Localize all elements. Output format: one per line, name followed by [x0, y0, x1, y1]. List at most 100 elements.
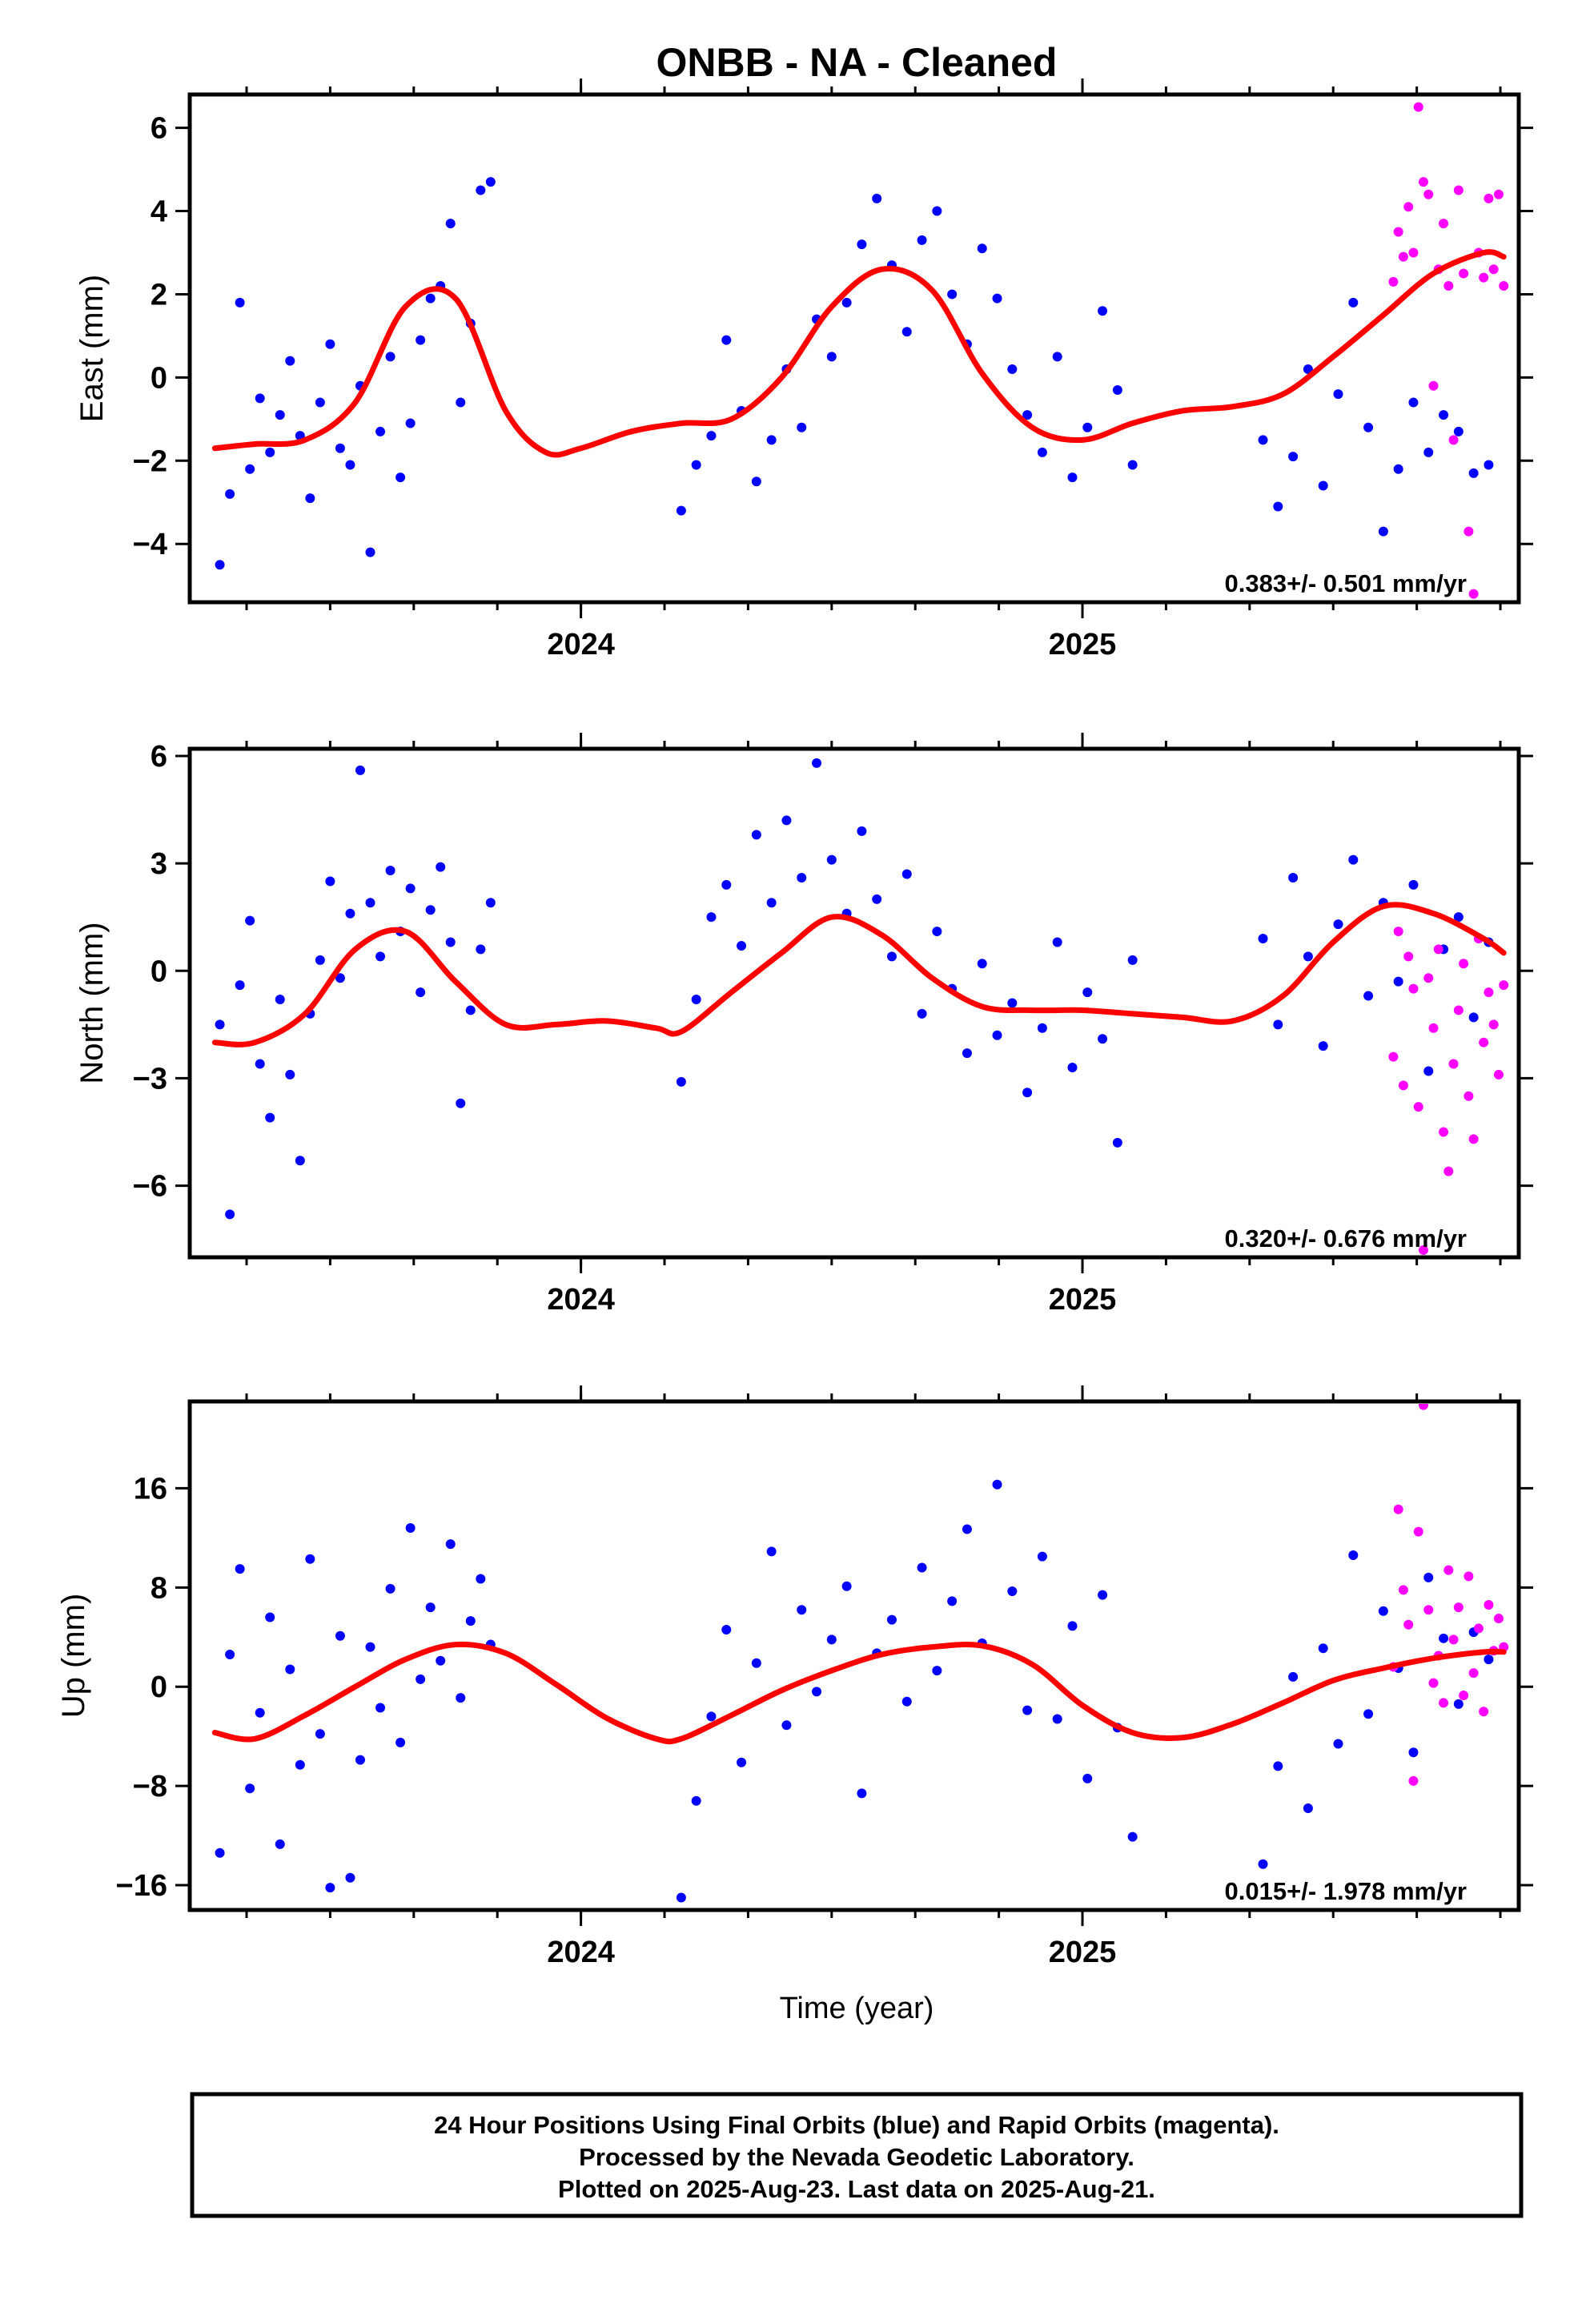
up-final-point: [797, 1605, 807, 1615]
north-final-point: [1082, 987, 1093, 998]
north-final-point: [1037, 1023, 1047, 1033]
east-rapid-point: [1403, 202, 1414, 212]
north-rapid-point: [1468, 1134, 1479, 1144]
up-rapid-point: [1484, 1600, 1494, 1610]
east-final-point: [721, 335, 732, 345]
north-final-point: [1067, 1062, 1078, 1072]
north-final-point: [405, 883, 416, 894]
up-final-point: [1273, 1761, 1283, 1771]
north-final-point: [977, 959, 987, 969]
north-xtick-label: 2025: [1049, 1283, 1117, 1317]
up-rapid-point: [1453, 1602, 1464, 1613]
up-final-point: [416, 1674, 426, 1684]
east-data: [211, 102, 1509, 599]
north-final-point: [962, 1048, 972, 1059]
up-final-point: [676, 1892, 686, 1903]
up-final-point: [1037, 1551, 1047, 1562]
north-final-point: [215, 1019, 225, 1030]
up-final-point: [1082, 1773, 1093, 1783]
north-final-point: [235, 980, 245, 991]
up-rapid-point: [1423, 1605, 1434, 1615]
east-final-point: [1022, 410, 1033, 420]
up-final-point: [335, 1630, 345, 1641]
east-ytick-label: 2: [151, 278, 167, 312]
east-final-point: [1127, 460, 1138, 470]
east-final-point: [917, 235, 927, 245]
east-rapid-point: [1408, 247, 1419, 258]
up-rapid-point: [1473, 1623, 1484, 1634]
east-rapid-point: [1439, 219, 1449, 229]
north-final-point: [886, 951, 897, 962]
north-final-point: [335, 973, 345, 983]
north-final-point: [812, 758, 822, 768]
north-y-axis-label: North (mm): [74, 922, 110, 1084]
north-final-point: [797, 872, 807, 883]
east-final-point: [476, 185, 486, 195]
up-final-point: [826, 1634, 837, 1645]
east-final-point: [1098, 306, 1108, 316]
north-final-point: [721, 879, 732, 890]
east-rapid-point: [1413, 102, 1423, 112]
north-final-point: [425, 905, 436, 915]
east-rapid-point: [1459, 268, 1469, 279]
north-final-point: [737, 940, 747, 951]
north-rapid-point: [1439, 1127, 1449, 1137]
north-rate-text: 0.320+/- 0.676 mm/yr: [1225, 1224, 1467, 1252]
up-final-point: [1408, 1747, 1419, 1758]
north-final-point: [285, 1069, 295, 1080]
east-final-point: [766, 435, 777, 445]
up-xtick-label: 2025: [1049, 1936, 1117, 1969]
north-plot-frame: [187, 746, 1521, 1260]
east-final-point: [396, 472, 406, 483]
east-final-point: [345, 460, 355, 470]
east-final-point: [1318, 480, 1328, 491]
up-final-point: [456, 1693, 466, 1703]
east-final-point: [1273, 501, 1283, 512]
up-data: [211, 1404, 1509, 1903]
north-final-point: [691, 995, 701, 1005]
up-rapid-point: [1493, 1614, 1504, 1624]
up-final-point: [1423, 1572, 1434, 1582]
east-xtick-label: 2025: [1049, 628, 1117, 661]
east-final-point: [1378, 526, 1388, 537]
up-plot-frame: [187, 1399, 1521, 1912]
up-final-point: [1333, 1739, 1343, 1749]
north-final-point: [1408, 879, 1419, 890]
up-final-point: [436, 1655, 446, 1666]
up-final-point: [365, 1642, 375, 1652]
north-final-point: [1273, 1019, 1283, 1030]
north-final-point: [445, 937, 456, 947]
east-plot-frame: [187, 92, 1521, 605]
up-final-point: [841, 1581, 852, 1591]
up-final-point: [932, 1666, 942, 1676]
up-rapid-point: [1398, 1585, 1408, 1595]
east-rate-text: 0.383+/- 0.501 mm/yr: [1225, 569, 1467, 597]
up-final-point: [1127, 1831, 1138, 1842]
north-final-point: [1112, 1137, 1122, 1148]
footer-line-2: Processed by the Nevada Geodetic Laborat…: [579, 2143, 1134, 2171]
north-rapid-point: [1459, 959, 1469, 969]
north-final-point: [751, 830, 761, 840]
east-final-point: [445, 219, 456, 229]
up-final-point: [751, 1658, 761, 1668]
east-final-point: [225, 489, 235, 499]
up-final-point: [721, 1624, 732, 1634]
north-rapid-point: [1393, 927, 1403, 937]
north-final-point: [275, 995, 285, 1005]
up-final-point: [901, 1696, 912, 1707]
north-final-point: [365, 898, 375, 908]
east-final-point: [992, 293, 1002, 304]
north-final-point: [992, 1030, 1002, 1040]
up-final-point: [355, 1755, 365, 1765]
up-rate-text: 0.015+/- 1.978 mm/yr: [1225, 1877, 1467, 1905]
up-rapid-point: [1443, 1565, 1454, 1575]
north-final-point: [781, 815, 792, 826]
up-final-point: [691, 1795, 701, 1806]
north-final-point: [295, 1156, 305, 1166]
up-final-point: [886, 1614, 897, 1625]
up-final-point: [781, 1720, 792, 1731]
north-final-point: [1423, 1066, 1434, 1076]
up-ytick-label: 16: [134, 1472, 167, 1506]
up-rapid-point: [1464, 1571, 1474, 1582]
up-final-point: [812, 1687, 822, 1697]
